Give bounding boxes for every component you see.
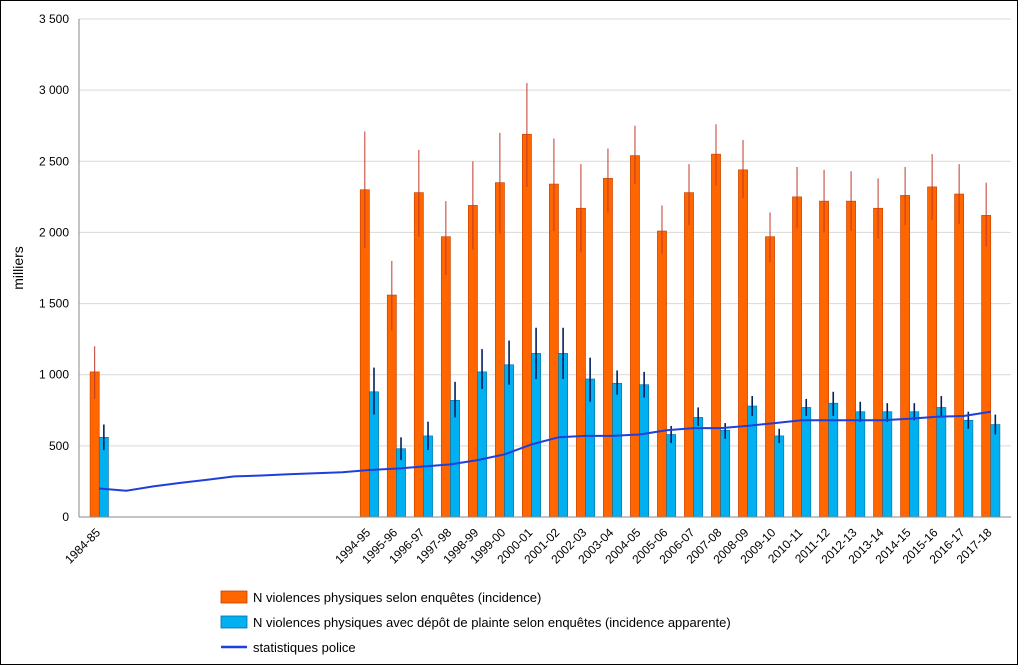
bar (954, 193, 965, 518)
y-tick-label: 500 (49, 439, 69, 453)
series-apparent-incidence-bars (98, 353, 1001, 518)
y-tick-label: 0 (62, 510, 69, 524)
bar (981, 215, 992, 518)
bar (909, 411, 920, 518)
x-tick-label: 1984-85 (62, 525, 103, 566)
bar (900, 195, 910, 518)
bar (657, 230, 667, 518)
x-axis: 1984-85 1994-951995-961996-971997-981998-… (62, 516, 1011, 567)
legend-label-police: statistiques police (253, 640, 356, 655)
bar (882, 411, 893, 518)
bar (873, 207, 883, 518)
bar (855, 411, 866, 518)
bar (630, 155, 640, 518)
bar (467, 205, 478, 518)
bar (801, 407, 812, 518)
bar (990, 424, 1001, 518)
bar (504, 364, 514, 518)
bar (477, 371, 487, 518)
bar (522, 133, 532, 518)
grid-lines (79, 18, 1011, 447)
legend-swatch-apparent-incidence (220, 615, 248, 629)
series-police-line (99, 410, 991, 492)
bar (927, 186, 938, 518)
legend-label-incidence: N violences physiques selon enquêtes (in… (253, 590, 541, 605)
y-tick-label: 3 500 (39, 12, 69, 26)
bar (413, 192, 424, 518)
bar (819, 200, 829, 518)
bar (576, 207, 586, 518)
bar (612, 382, 623, 518)
series-incidence-error-bars (94, 83, 987, 399)
bar (440, 236, 451, 518)
y-tick-label: 1 500 (39, 297, 69, 311)
y-axis-label: milliers (10, 246, 26, 290)
y-axis: 0 500 1 000 1 500 2 000 2 500 3 000 3 500 (39, 12, 80, 524)
bar (774, 435, 785, 518)
bar (603, 178, 613, 518)
police-line (99, 410, 991, 492)
bar (549, 183, 559, 518)
bar (684, 192, 694, 518)
bar (846, 200, 856, 518)
y-tick-label: 2 000 (39, 225, 69, 239)
bar (765, 236, 775, 518)
bar (963, 419, 974, 518)
bar (639, 384, 650, 518)
bar (738, 169, 748, 518)
bar (792, 196, 802, 518)
legend-swatch-incidence (220, 590, 248, 604)
bar (666, 434, 677, 518)
legend: N violences physiques selon enquêtes (in… (220, 590, 731, 655)
bar (450, 400, 460, 518)
bar (720, 429, 731, 518)
y-tick-label: 2 500 (39, 154, 69, 168)
bar (711, 153, 721, 518)
legend-label-apparent-incidence: N violences physiques avec dépôt de plai… (253, 615, 731, 630)
y-tick-label: 3 000 (39, 83, 69, 97)
series-apparent-incidence-error-bars (103, 327, 997, 461)
y-tick-label: 1 000 (39, 368, 69, 382)
bar (747, 405, 758, 518)
bar (936, 407, 947, 518)
bar (693, 417, 704, 518)
